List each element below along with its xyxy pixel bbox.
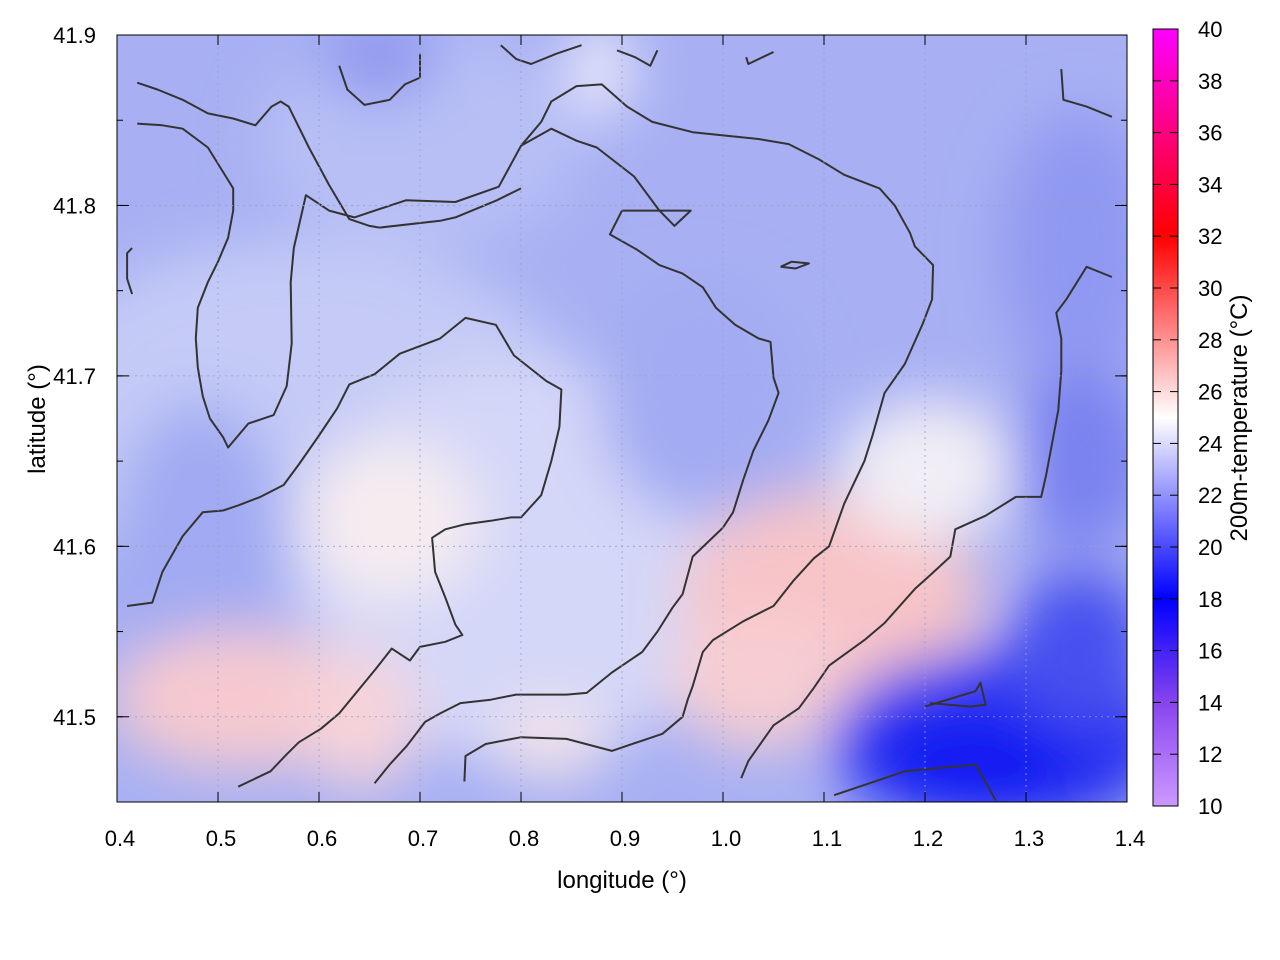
colorbar-tick-label: 10: [1198, 794, 1222, 819]
colorbar-tick-label: 18: [1198, 587, 1222, 612]
x-tick-label: 0.9: [610, 826, 641, 851]
colorbar-tick-label: 34: [1198, 172, 1222, 197]
colorbar-gradient: [1153, 29, 1178, 806]
contour-line: [126, 316, 563, 788]
contour-line: [463, 83, 935, 782]
x-tick-label: 0.7: [408, 826, 439, 851]
colorbar: 10 12 14 16 18 20 22 24 26 28 30 32 34 36 38 40 200m-te…: [1152, 17, 1253, 819]
y-tick-label: 41.6: [53, 534, 96, 559]
x-tick-label: 1.4: [1115, 826, 1146, 851]
contour-line: [136, 81, 522, 229]
colorbar-ticks: 10 12 14 16 18 20 22 24 26 28 30 32 34 36 38 40: [1153, 17, 1222, 819]
contour-line: [1060, 69, 1113, 118]
x-tick-label: 0.6: [307, 826, 338, 851]
y-tick-label: 41.8: [53, 193, 96, 218]
colorbar-tick-label: 32: [1198, 224, 1222, 249]
colorbar-frame: [1152, 28, 1179, 807]
x-tick-label: 1.1: [812, 826, 843, 851]
x-tick-label: 0.8: [509, 826, 540, 851]
colorbar-title: 200m-temperature (°C): [1226, 294, 1253, 541]
colorbar-tick-label: 40: [1198, 17, 1222, 42]
contour-line: [745, 51, 774, 65]
x-tick-label: 1.3: [1014, 826, 1045, 851]
colorbar-tick-label: 24: [1198, 431, 1222, 456]
y-tick-label: 41.7: [53, 364, 96, 389]
y-axis-title: latitude (°): [24, 364, 51, 474]
colorbar-tick-label: 38: [1198, 69, 1222, 94]
colorbar-tick-label: 26: [1198, 380, 1222, 405]
x-tick-label: 0.4: [105, 826, 136, 851]
colorbar-tick-label: 36: [1198, 121, 1222, 146]
colorbar-tick-label: 28: [1198, 328, 1222, 353]
y-tick-label: 41.9: [53, 23, 96, 48]
x-tick-label: 1.2: [913, 826, 944, 851]
contour-lines: [126, 44, 1113, 801]
contour-line: [137, 122, 780, 784]
x-tick-label: 0.5: [206, 826, 237, 851]
y-axis: 41.5 41.6 41.7 41.8 41.9: [53, 23, 1127, 730]
contour-line: [126, 247, 134, 295]
contour-line: [780, 260, 810, 270]
contour-line: [833, 763, 997, 801]
contour-line: [740, 265, 1113, 779]
x-tick-label: 1.0: [711, 826, 742, 851]
colorbar-tick-label: 16: [1198, 639, 1222, 664]
colorbar-tick-label: 12: [1198, 742, 1222, 767]
x-axis: 0.4 0.5 0.6 0.7 0.8 0.9 1.0 1.1 1.2 1.3 1.4: [105, 35, 1146, 851]
heatmap-field: [117, 35, 1127, 802]
y-tick-label: 41.5: [53, 705, 96, 730]
colorbar-tick-label: 22: [1198, 483, 1222, 508]
colorbar-tick-label: 14: [1198, 690, 1222, 715]
contour-line: [500, 44, 582, 65]
colorbar-tick-label: 30: [1198, 276, 1222, 301]
colorbar-tick-label: 20: [1198, 535, 1222, 560]
x-axis-title: longitude (°): [557, 867, 687, 894]
contour-line: [616, 49, 659, 67]
contour-line: [924, 681, 987, 708]
